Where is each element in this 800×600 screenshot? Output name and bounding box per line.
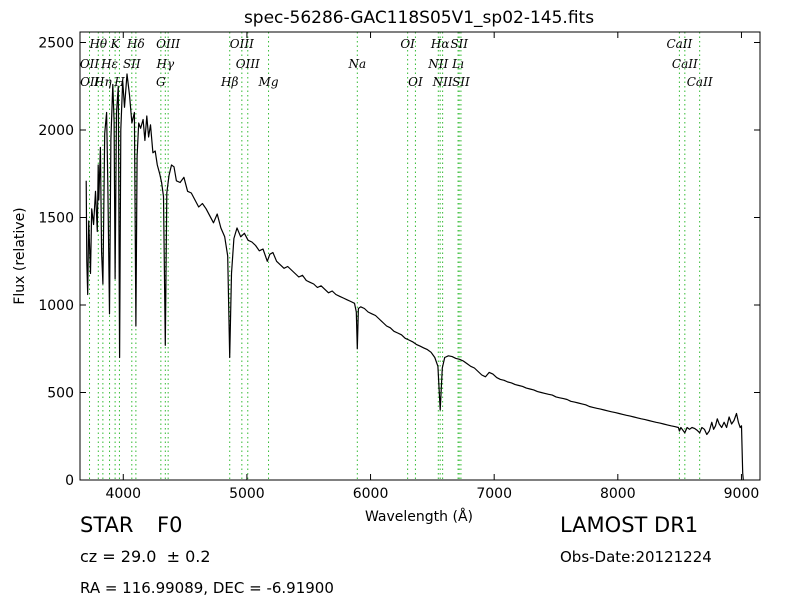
spectral-line-label: Hη [93, 75, 112, 89]
spectral-line-label: CaII [666, 37, 692, 51]
x-tick-label: 6000 [353, 486, 389, 502]
plot-frame [79, 31, 761, 481]
spectral-line-markers [89, 32, 701, 480]
spectrum-line [85, 73, 744, 481]
x-tick-label: 7000 [476, 486, 512, 502]
spectral-line-label: Hδ [126, 37, 145, 51]
spectral-line-label: Hβ [220, 75, 238, 89]
y-tick-label: 1500 [38, 211, 74, 227]
spectral-line-label: Na [347, 57, 366, 71]
x-axis-ticks: 4000 5000 6000 7000 8000 9000 [105, 32, 759, 502]
spectral-line-label: CaII [687, 75, 713, 89]
y-tick-label: 500 [47, 386, 74, 402]
spectral-line-label: CaII [672, 57, 698, 71]
y-tick-label: 0 [65, 473, 74, 489]
x-tick-label: 5000 [229, 486, 265, 502]
spectral-line-label: OIII [236, 57, 260, 71]
redshift-text: cz = 29.0 ± 0.2 [80, 547, 211, 566]
chart-title: spec-56286-GAC118S05V1_sp02-145.fits [244, 8, 594, 28]
spectral-line-label: Hγ [155, 57, 174, 71]
spectral-line-label: Hα [430, 37, 450, 51]
object-class: STAR [80, 513, 134, 537]
spectral-line-label: SII [123, 57, 141, 71]
spectral-line-label: OI [400, 37, 415, 51]
spectral-line-label: Mg [258, 75, 279, 89]
spectral-line-label: K [110, 37, 121, 51]
coordinates: RA = 116.99089, DEC = -6.91900 [80, 579, 334, 597]
spectral-line-label: Lı [451, 57, 464, 71]
x-tick-label: 9000 [724, 486, 760, 502]
spectral-line-label: Hε [100, 57, 118, 71]
x-axis-label: Wavelength (Å) [365, 508, 473, 525]
spectral-line-label: OII [80, 57, 100, 71]
spectral-line-label: SII [450, 37, 468, 51]
y-axis-label: Flux (relative) [12, 207, 28, 304]
y-tick-label: 1000 [38, 298, 74, 314]
spectral-line-label: OIII [156, 37, 180, 51]
spectrum-series [85, 73, 744, 481]
y-tick-label: 2500 [38, 36, 74, 52]
obs-date: Obs-Date:20121224 [560, 548, 712, 566]
x-tick-label: 4000 [105, 486, 141, 502]
spectral-line-label: OI [408, 75, 423, 89]
object-subclass: F0 [157, 513, 183, 537]
survey-label: LAMOST DR1 [560, 513, 699, 537]
spectral-line-label: OII [80, 75, 100, 89]
spectral-line-label: NII [432, 75, 453, 89]
spectral-line-label: NII [427, 57, 448, 71]
y-tick-label: 2000 [38, 123, 74, 139]
x-tick-label: 8000 [600, 486, 636, 502]
spectral-line-label: SII [452, 75, 470, 89]
spectral-line-label: Hθ [88, 37, 107, 51]
y-axis-ticks: 0 500 1000 1500 2000 2500 [38, 36, 760, 489]
spectral-line-label: G [156, 75, 166, 89]
spectral-line-label: OIII [230, 37, 254, 51]
